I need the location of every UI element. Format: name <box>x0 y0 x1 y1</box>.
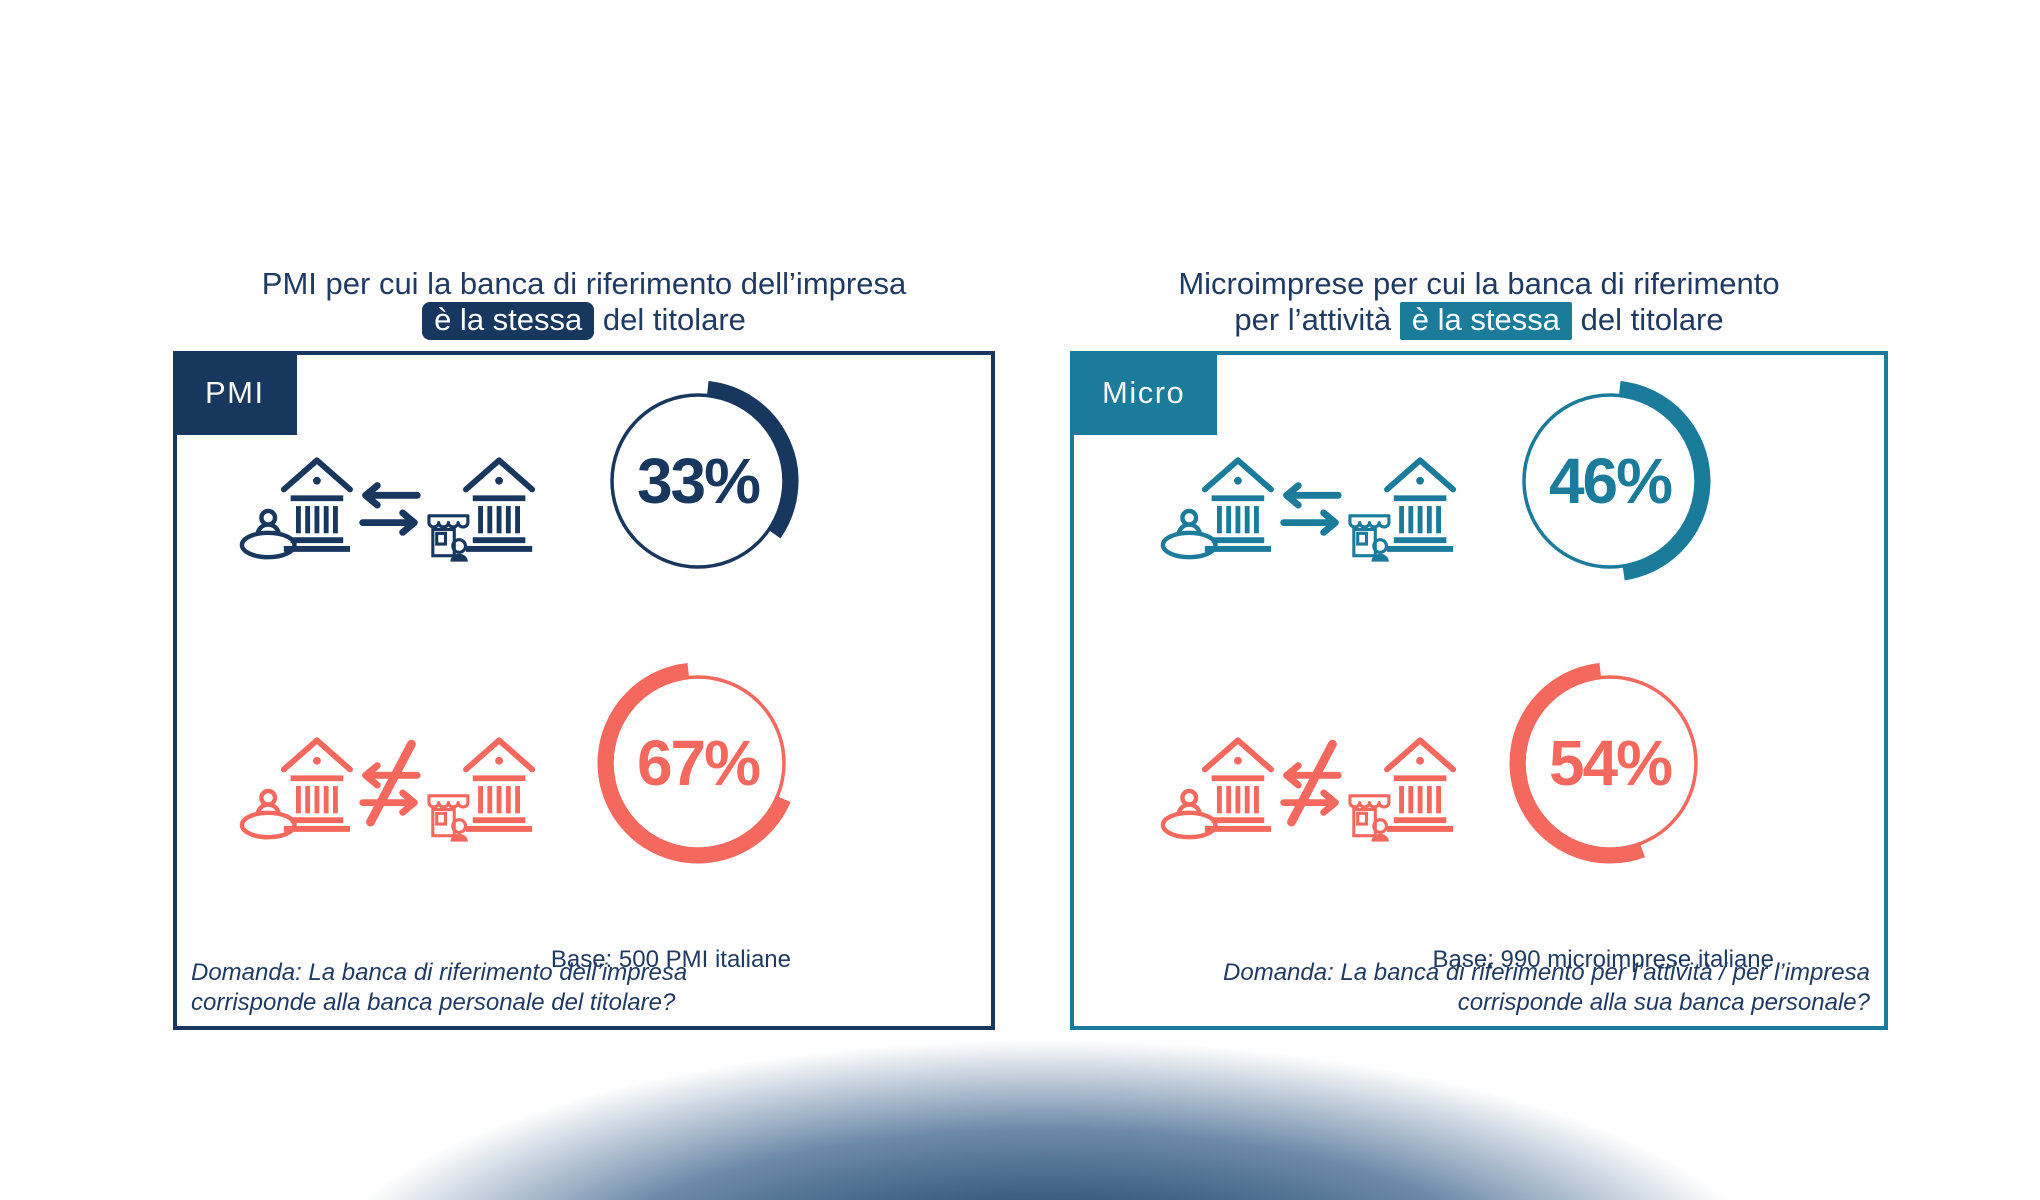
bank-building-icon <box>284 460 350 549</box>
pmi-different-bank-row: 67% <box>177 659 991 871</box>
donut-value: 46% <box>1548 445 1673 517</box>
micro-different-bank-row: 54% <box>1074 659 1884 871</box>
donut-chart <box>1509 663 1698 864</box>
title-highlight: è la stessa <box>1399 302 1572 340</box>
micro-question-note: Domanda: La banca di riferimento per l’a… <box>1223 959 1870 1016</box>
bank-building-icon <box>466 740 532 829</box>
transfer-arrows-icon <box>363 486 418 533</box>
micro-title-line2: per l’attività è la stessa del titolare <box>1070 302 1888 340</box>
title-highlight: è la stessa <box>422 302 595 340</box>
donut-value: 54% <box>1548 727 1673 799</box>
bank-building-icon <box>1387 460 1453 549</box>
small-business-shop-icon <box>1348 794 1391 844</box>
donut-value: 67% <box>636 727 761 799</box>
small-business-shop-icon <box>1348 514 1391 564</box>
different-bank-icon-group <box>1160 723 1460 844</box>
bank-building-icon <box>284 740 350 829</box>
bank-building-icon <box>466 460 532 549</box>
micro-same-bank-row: 46% <box>1074 377 1884 589</box>
pmi-base-note: Base: 500 PMI italiane <box>550 946 791 973</box>
transfer-arrows-icon <box>1284 486 1339 533</box>
micro-base-note: Base: 990 microimprese italiane <box>1432 946 1775 973</box>
donut-chart <box>1522 381 1711 581</box>
micro-tab-label: Micro <box>1070 351 1218 435</box>
pmi-same-bank-row: 33% <box>177 377 991 589</box>
micro-same-bank-donut: 46% <box>1506 377 1714 585</box>
pmi-same-bank-donut: 33% <box>594 377 802 585</box>
donut-chart <box>610 381 799 569</box>
same-bank-icon-group <box>239 443 539 564</box>
pmi-tab-label: PMI <box>173 351 297 435</box>
pmi-chart-title: PMI per cui la banca di riferimento dell… <box>173 266 995 376</box>
micro-title-line1: Microimprese per cui la banca di riferim… <box>1178 266 1780 301</box>
pmi-title-line2: è la stessa del titolare <box>173 302 995 340</box>
donut-value: 33% <box>636 445 761 517</box>
bank-building-icon <box>1205 740 1271 829</box>
pmi-different-bank-donut: 67% <box>594 659 802 867</box>
pmi-panel: PMI 33% 67% Base: 500 PMI italiane <box>173 351 995 1030</box>
same-bank-icon-group <box>1160 443 1460 564</box>
small-business-shop-icon <box>427 794 470 844</box>
bank-building-icon <box>1387 740 1453 829</box>
micro-panel: Micro 46% 54% Base: 990 microimprese ita <box>1070 351 1888 1030</box>
small-business-shop-icon <box>427 514 470 564</box>
micro-different-bank-donut: 54% <box>1506 659 1714 867</box>
donut-chart <box>597 663 791 864</box>
pmi-title-line1: PMI per cui la banca di riferimento dell… <box>261 266 907 301</box>
different-bank-icon-group <box>239 723 539 844</box>
pmi-question-note: Domanda: La banca di riferimento dell’im… <box>191 959 688 1016</box>
bank-building-icon <box>1205 460 1271 549</box>
